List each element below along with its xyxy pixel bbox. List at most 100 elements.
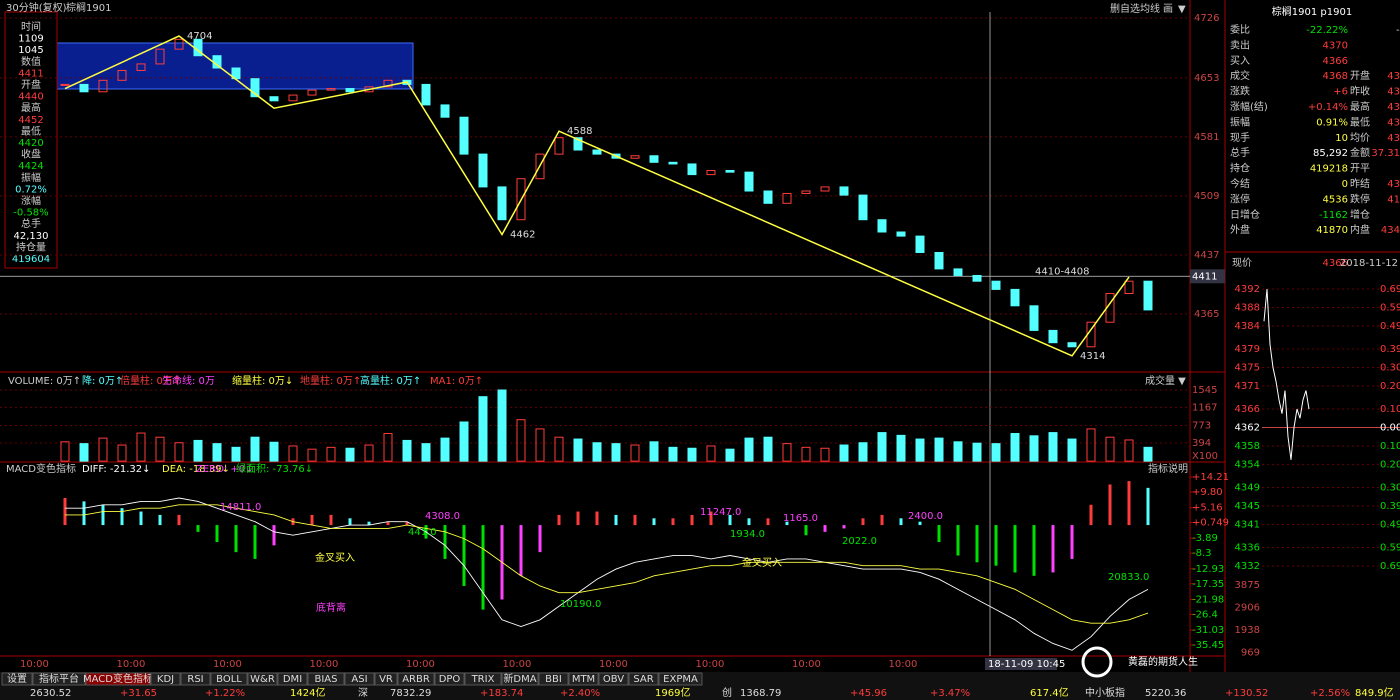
time-label: 10:00 (792, 659, 821, 670)
macd-help[interactable]: 指标说明 (1148, 462, 1188, 475)
info-text: 持仓量 (16, 240, 46, 253)
tab[interactable] (434, 672, 465, 686)
volume-header: 生命线: 0万 (162, 374, 215, 387)
tab-label[interactable]: DPO (439, 674, 461, 685)
intraday-volume-tick: 969 (1241, 648, 1260, 659)
macd-tick-label: -3.89 (1192, 533, 1218, 544)
tool-button[interactable]: ▼ (1178, 4, 1186, 15)
intraday-volume-tick: 3875 (1235, 580, 1260, 591)
tab[interactable] (307, 672, 345, 686)
candle (554, 137, 564, 155)
tab-label[interactable]: 新DMA (503, 672, 536, 685)
volume-button[interactable]: 成交量 ▼ (1145, 374, 1186, 387)
intraday-price-tick: 4332 (1235, 561, 1260, 572)
intraday-price-tick: 4349 (1235, 483, 1260, 494)
tab-label[interactable]: ASI (351, 674, 367, 685)
tab-label[interactable]: OBV (603, 674, 624, 685)
volume-bar (440, 437, 450, 462)
quote-label: 外盘 (1230, 223, 1250, 236)
tab[interactable] (210, 672, 248, 686)
tab[interactable] (397, 672, 435, 686)
tab-label[interactable]: BBI (545, 674, 562, 685)
volume-unit: X100 (1192, 451, 1218, 462)
volume-header: VOLUME: 0万↑ (8, 376, 81, 387)
quote-value: 43 (1387, 179, 1400, 190)
quote-value: 41 (1387, 194, 1400, 205)
tab[interactable] (538, 672, 569, 686)
tool-button[interactable]: 均线 (1140, 2, 1160, 15)
tab-label[interactable]: DMI (283, 674, 302, 685)
tab-label[interactable]: BIAS (315, 674, 338, 685)
dea-line (65, 504, 1149, 624)
tab-label[interactable]: 设置 (7, 673, 27, 685)
macd-tick-label: +5.16 (1192, 503, 1223, 514)
tab[interactable] (85, 672, 151, 686)
info-text: 最低 (21, 124, 41, 137)
candle (839, 186, 849, 196)
tab-label[interactable]: VR (379, 674, 393, 685)
candle (972, 274, 982, 282)
macd-header: ZERO: +0↓ (196, 464, 253, 475)
tool-button[interactable]: 删自选 (1110, 2, 1140, 15)
volume-bar (79, 443, 89, 462)
tab[interactable] (501, 672, 539, 686)
volume-tick-label: 394 (1192, 438, 1211, 449)
tab-label[interactable]: EXPMA (663, 674, 698, 685)
candle (1143, 280, 1153, 311)
tab[interactable] (568, 672, 599, 686)
time-label: 10:00 (599, 659, 628, 670)
tab[interactable] (598, 672, 629, 686)
volume-bar (687, 447, 697, 462)
macd-header: DEA: -18.39↓ (162, 464, 230, 475)
tab[interactable] (247, 672, 278, 686)
tab[interactable] (374, 672, 398, 686)
tab-label[interactable]: RSI (187, 674, 203, 685)
quote-value: -1162 (1319, 210, 1348, 221)
tab-label[interactable]: TRIX (471, 674, 495, 685)
tab[interactable] (344, 672, 375, 686)
macd-header: DIFF: -21.32↓ (82, 464, 151, 475)
volume-bar (934, 437, 944, 462)
quote-label: 均价 (1350, 132, 1370, 144)
volume-bar (307, 448, 317, 462)
volume-bar (953, 441, 963, 462)
intraday-price-tick: 4341 (1235, 519, 1260, 530)
time-label: 10:00 (406, 659, 435, 670)
tab[interactable] (628, 672, 659, 686)
tab-label[interactable]: KDJ (157, 674, 174, 685)
candle (592, 149, 602, 155)
tab-label[interactable]: ARBR (402, 674, 430, 685)
volume-bar (383, 433, 393, 462)
macd-annotation: 2022.0 (842, 536, 877, 547)
volume-bar (573, 438, 583, 462)
tab[interactable] (150, 672, 181, 686)
volume-bar (421, 443, 431, 462)
tab-label[interactable]: W&R (250, 674, 275, 685)
tab[interactable] (277, 672, 308, 686)
tab[interactable] (658, 672, 703, 686)
tab-label[interactable]: MACD变色指标 (83, 672, 153, 685)
volume-bar (763, 436, 773, 462)
tool-button[interactable]: 画 (1163, 4, 1173, 15)
zigzag-label: 4314 (1080, 351, 1105, 362)
tab[interactable] (180, 672, 211, 686)
quote-label: 成交 (1230, 69, 1250, 82)
candle (573, 137, 583, 151)
intraday-pct-tick: 0.59% (1380, 543, 1400, 554)
tab[interactable] (464, 672, 502, 686)
volume-bar (364, 444, 374, 462)
tab-label[interactable]: SAR (633, 674, 653, 685)
quote-value: 41870 (1316, 225, 1348, 236)
tab-label[interactable]: MTM (572, 674, 595, 685)
tab-label[interactable]: 指标平台 (39, 672, 79, 685)
tab-label[interactable]: BOLL (216, 674, 242, 685)
volume-tick-label: 1545 (1192, 385, 1217, 396)
macd-tick-label: +9.80 (1192, 487, 1223, 498)
quote-value: 0.91% (1316, 117, 1348, 128)
quote-label: 总手 (1230, 146, 1250, 159)
tab[interactable] (1, 672, 33, 686)
volume-bar (136, 432, 146, 462)
volume-bar (744, 437, 754, 462)
tab[interactable] (32, 672, 86, 686)
